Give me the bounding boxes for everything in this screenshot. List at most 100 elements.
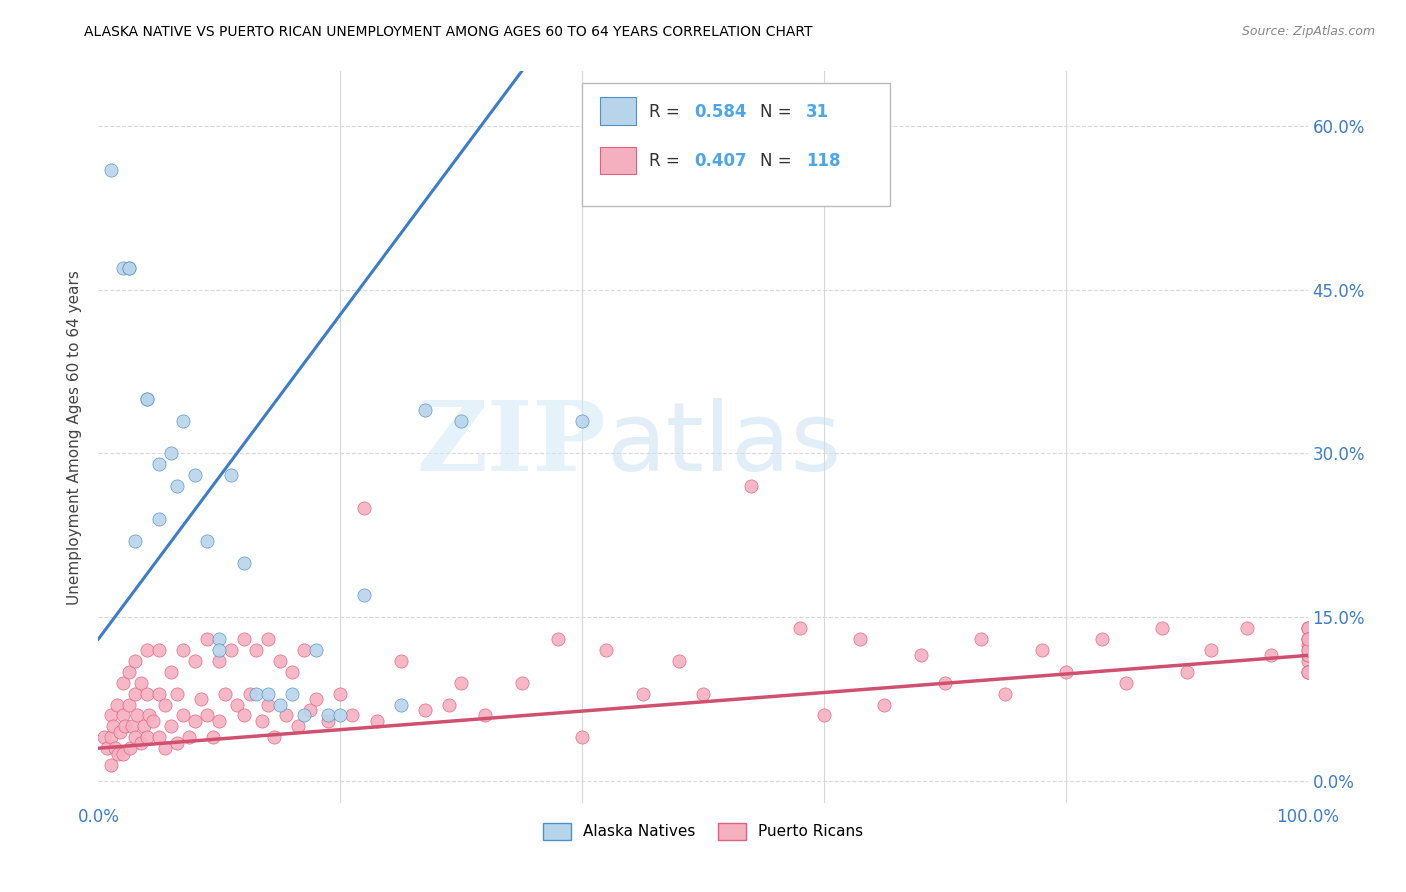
Point xyxy=(389,654,412,668)
Point xyxy=(118,260,141,275)
Point xyxy=(305,643,328,657)
Point xyxy=(263,731,285,745)
Point xyxy=(269,698,291,712)
Point xyxy=(1296,643,1319,657)
Point xyxy=(232,556,254,570)
Point xyxy=(111,747,134,761)
Point xyxy=(437,698,460,712)
Point xyxy=(292,643,315,657)
Point xyxy=(970,632,993,646)
Point xyxy=(274,708,297,723)
Point xyxy=(148,731,170,745)
Point xyxy=(129,675,152,690)
Text: 31: 31 xyxy=(806,103,830,120)
Point xyxy=(413,703,436,717)
Point xyxy=(179,731,201,745)
Point xyxy=(366,714,388,728)
Point xyxy=(631,687,654,701)
Point xyxy=(1296,643,1319,657)
Point xyxy=(740,479,762,493)
FancyBboxPatch shape xyxy=(582,83,890,206)
Text: atlas: atlas xyxy=(606,398,841,491)
Point xyxy=(1296,632,1319,646)
Point xyxy=(547,632,569,646)
Point xyxy=(118,741,141,756)
Point xyxy=(214,687,236,701)
Point xyxy=(124,687,146,701)
Point xyxy=(232,632,254,646)
Point xyxy=(124,654,146,668)
Point xyxy=(166,687,188,701)
Point xyxy=(121,719,143,733)
Bar xyxy=(600,146,637,175)
Point xyxy=(135,687,157,701)
Point xyxy=(195,708,218,723)
Point xyxy=(1260,648,1282,663)
Point xyxy=(342,708,364,723)
Point xyxy=(316,708,339,723)
Point xyxy=(232,708,254,723)
Point xyxy=(849,632,872,646)
Point xyxy=(111,675,134,690)
Point xyxy=(105,698,128,712)
Point xyxy=(202,731,225,745)
Point xyxy=(571,414,593,428)
Point xyxy=(118,665,141,679)
Point xyxy=(329,687,352,701)
Point xyxy=(510,675,533,690)
Point xyxy=(101,719,124,733)
Point xyxy=(1296,665,1319,679)
Point xyxy=(692,687,714,701)
Point xyxy=(221,643,243,657)
Point xyxy=(873,698,896,712)
Text: R =: R = xyxy=(648,153,685,170)
Point xyxy=(1296,632,1319,646)
Point xyxy=(195,533,218,548)
Point xyxy=(281,665,304,679)
Point xyxy=(239,687,262,701)
Point xyxy=(226,698,249,712)
Point xyxy=(172,414,194,428)
Point xyxy=(135,731,157,745)
Point xyxy=(166,736,188,750)
Point xyxy=(1296,648,1319,663)
Point xyxy=(153,741,176,756)
Point xyxy=(1199,643,1222,657)
Point xyxy=(1296,632,1319,646)
Point xyxy=(190,692,212,706)
Point xyxy=(100,708,122,723)
Point xyxy=(184,468,207,483)
Text: 0.407: 0.407 xyxy=(695,153,747,170)
Point xyxy=(93,731,115,745)
Point xyxy=(160,719,183,733)
Point xyxy=(1296,621,1319,635)
Point xyxy=(1236,621,1258,635)
Point xyxy=(96,741,118,756)
Point xyxy=(668,654,690,668)
Point xyxy=(111,708,134,723)
Point xyxy=(184,714,207,728)
Point xyxy=(100,731,122,745)
Point xyxy=(1031,643,1053,657)
Point xyxy=(571,731,593,745)
Point xyxy=(148,458,170,472)
Point xyxy=(135,392,157,406)
Point xyxy=(353,501,375,516)
Point xyxy=(305,692,328,706)
Point xyxy=(450,675,472,690)
Point xyxy=(118,698,141,712)
Point xyxy=(1296,621,1319,635)
Point xyxy=(208,654,231,668)
Point xyxy=(184,654,207,668)
Point xyxy=(245,687,267,701)
Point xyxy=(1152,621,1174,635)
Point xyxy=(107,747,129,761)
Point xyxy=(1296,654,1319,668)
Point xyxy=(1296,648,1319,663)
Point xyxy=(910,648,932,663)
Point xyxy=(111,260,134,275)
Point xyxy=(118,260,141,275)
Point xyxy=(142,714,165,728)
Point xyxy=(316,714,339,728)
Text: ZIP: ZIP xyxy=(416,398,606,491)
